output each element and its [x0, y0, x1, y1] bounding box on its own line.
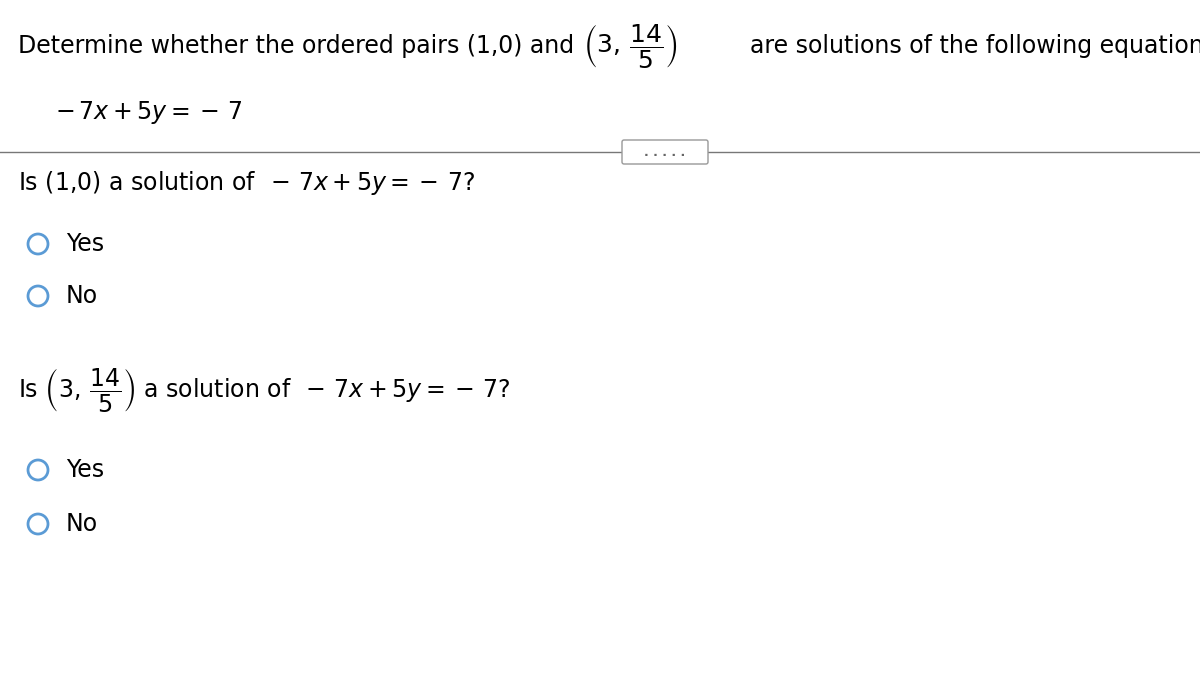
- Text: Is (1,0) a solution of $\,-\,7x + 5y = -\,7$?: Is (1,0) a solution of $\,-\,7x + 5y = -…: [18, 169, 475, 197]
- Text: Yes: Yes: [66, 232, 104, 256]
- Text: No: No: [66, 284, 98, 308]
- Text: are solutions of the following equation.: are solutions of the following equation.: [750, 34, 1200, 58]
- Text: No: No: [66, 512, 98, 536]
- Text: . . . . .: . . . . .: [644, 146, 685, 159]
- Text: Yes: Yes: [66, 458, 104, 482]
- Text: $-\,7x + 5y = -\,7$: $-\,7x + 5y = -\,7$: [55, 100, 242, 127]
- Text: $\left( 3,\,\dfrac{14}{5} \right)$: $\left( 3,\,\dfrac{14}{5} \right)$: [583, 22, 678, 70]
- FancyBboxPatch shape: [622, 140, 708, 164]
- Text: Determine whether the ordered pairs (1,0) and: Determine whether the ordered pairs (1,0…: [18, 34, 574, 58]
- Text: Is $\left( 3,\,\dfrac{14}{5} \right)$ a solution of $\,-\,7x + 5y = -\,7$?: Is $\left( 3,\,\dfrac{14}{5} \right)$ a …: [18, 366, 510, 414]
